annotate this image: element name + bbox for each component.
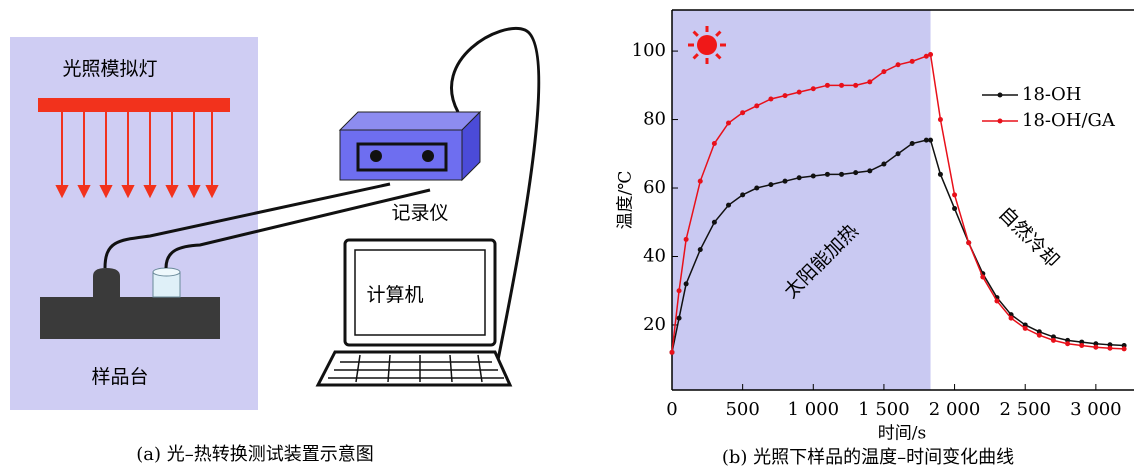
data-point [928, 52, 933, 57]
data-point [1122, 346, 1127, 351]
data-point [783, 93, 788, 98]
data-point [684, 281, 689, 286]
data-point [768, 97, 773, 102]
data-point [881, 69, 886, 74]
recorder-top [340, 112, 480, 130]
data-point [839, 172, 844, 177]
data-point [853, 170, 858, 175]
sun-icon [688, 26, 726, 64]
data-point [825, 172, 830, 177]
data-point [952, 206, 957, 211]
figure: 光照模拟灯 样品台 记录仪 计算机 (a) 光–热转换测试装置示意图 20 40 6… [0, 0, 1135, 471]
data-point [867, 79, 872, 84]
data-point [938, 117, 943, 122]
setup-diagram: 光照模拟灯 样品台 记录仪 计算机 (a) 光–热转换测试装置示意图 [10, 28, 539, 465]
data-point [1079, 343, 1084, 348]
data-point [910, 141, 915, 146]
data-point [677, 288, 682, 293]
data-point [684, 237, 689, 242]
data-point [1093, 345, 1098, 350]
data-point [712, 141, 717, 146]
data-point [698, 179, 703, 184]
y-tick-label: 80 [643, 109, 666, 130]
y-axis-label: 温度/℃ [616, 171, 636, 230]
data-point [698, 247, 703, 252]
lamp [38, 98, 230, 112]
x-tick-label: 1 500 [858, 399, 910, 420]
data-point [740, 110, 745, 115]
data-point [811, 86, 816, 91]
x-tick-label: 3 000 [1070, 399, 1122, 420]
legend-label: 18-OH [1022, 84, 1081, 105]
data-point [1009, 316, 1014, 321]
recorder-port [422, 150, 434, 162]
legend-marker [998, 93, 1003, 98]
x-tick-label: 2 000 [929, 399, 981, 420]
data-point [952, 192, 957, 197]
data-point [966, 240, 971, 245]
data-point [754, 103, 759, 108]
data-point [1037, 333, 1042, 338]
light-zone [10, 37, 258, 410]
data-point [1051, 338, 1056, 343]
caption: (a) 光–热转换测试装置示意图 [136, 444, 374, 465]
data-point [928, 138, 933, 143]
data-point [768, 182, 773, 187]
cup-rim [153, 268, 180, 276]
computer-label: 计算机 [366, 284, 423, 306]
sun [697, 35, 717, 55]
data-point [811, 174, 816, 179]
data-point [853, 83, 858, 88]
data-point [881, 162, 886, 167]
x-tick-label: 500 [725, 399, 759, 420]
stage-label: 样品台 [91, 366, 148, 388]
data-point [938, 172, 943, 177]
data-point [726, 120, 731, 125]
data-point [980, 275, 985, 280]
sensor [93, 268, 120, 297]
data-point [1023, 326, 1028, 331]
data-point [797, 175, 802, 180]
data-point [1107, 346, 1112, 351]
data-point [797, 90, 802, 95]
data-point [994, 298, 999, 303]
y-tick-label: 60 [643, 177, 666, 198]
legend-label: 18-OH/GA [1022, 110, 1116, 131]
data-point [670, 350, 675, 355]
lamp-label: 光照模拟灯 [62, 58, 157, 80]
legend-marker [998, 119, 1003, 124]
data-point [825, 83, 830, 88]
data-point [677, 316, 682, 321]
y-tick-label: 20 [643, 314, 666, 335]
data-point [740, 192, 745, 197]
data-point [896, 62, 901, 67]
data-point [783, 179, 788, 184]
data-point [726, 203, 731, 208]
annotation: 自然冷却 [994, 203, 1063, 272]
y-tick-label: 100 [632, 40, 666, 61]
data-point [910, 59, 915, 64]
data-point [867, 168, 872, 173]
data-point [712, 220, 717, 225]
data-point [839, 83, 844, 88]
data-point [896, 151, 901, 156]
recorder-port [370, 150, 382, 162]
data-point [1065, 341, 1070, 346]
stage [40, 297, 220, 339]
x-tick-label: 0 [666, 399, 677, 420]
recorder-label: 记录仪 [391, 202, 448, 224]
x-tick-label: 1 000 [788, 399, 840, 420]
x-tick-label: 2 500 [999, 399, 1051, 420]
x-axis-label: 时间/s [878, 424, 926, 444]
data-point [754, 186, 759, 191]
y-tick-label: 40 [643, 245, 666, 266]
caption: (b) 光照下样品的温度–时间变化曲线 [722, 447, 1014, 468]
